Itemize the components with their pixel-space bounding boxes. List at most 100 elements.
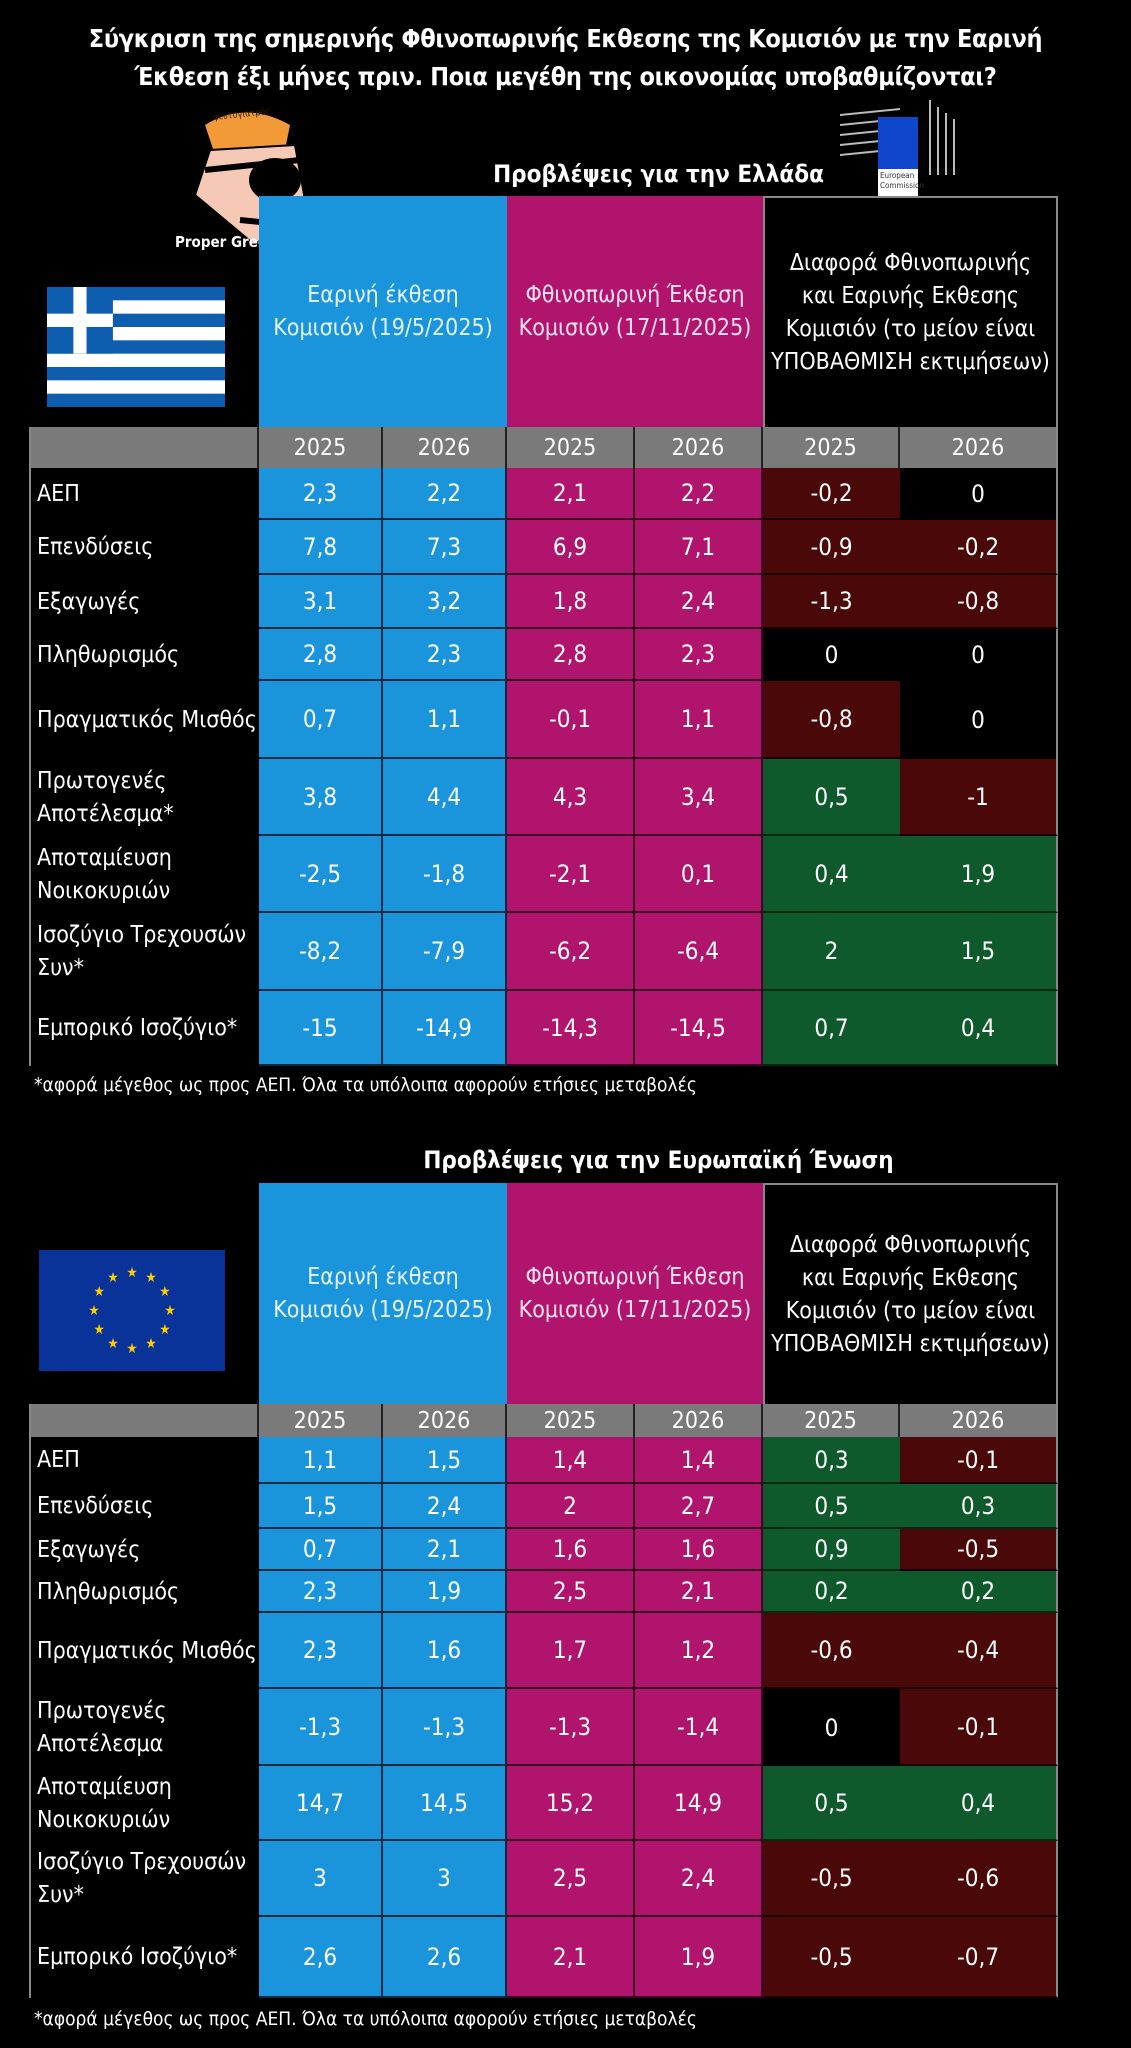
table-cell: 2,3: [259, 468, 383, 520]
row-label: Πραγματικός Μισθός: [29, 681, 259, 759]
table-cell: 1,2: [635, 1613, 763, 1689]
table-cell: -6,4: [635, 913, 763, 991]
title-line-2: Έκθεση έξι μήνες πριν. Ποια μεγέθη της ο…: [134, 62, 997, 91]
table-cell: -0,6: [763, 1613, 900, 1689]
table-cell: 2,7: [635, 1484, 763, 1529]
header-empty: [29, 1183, 259, 1404]
table-cell: -1,3: [259, 1689, 383, 1766]
footnote: *αφορά μέγεθος ως προς ΑΕΠ. Όλα τα υπόλο…: [34, 1074, 697, 1096]
header-autumn-report: Φθινοπωρινή Έκθεση Κομισιόν (17/11/2025): [507, 1183, 763, 1404]
table-cell: 2,4: [383, 1484, 507, 1529]
table-cell: -0,4: [900, 1613, 1058, 1689]
table-cell: -0,5: [900, 1529, 1058, 1571]
year-header: 2026: [635, 427, 763, 468]
row-label: Ισοζύγιο Τρεχουσών Συν*: [29, 913, 259, 991]
forecast-table: Εαρινή έκθεση Κομισιόν (19/5/2025) Φθινοπ…: [29, 1183, 1058, 1998]
table-cell: -1,3: [383, 1689, 507, 1766]
row-label: Πληθωρισμός: [29, 629, 259, 681]
row-label: Επενδύσεις: [29, 1484, 259, 1529]
greece-flag-icon: [47, 287, 225, 407]
table-cell: 2,5: [507, 1571, 635, 1613]
table-cell: 2,3: [259, 1571, 383, 1613]
table-cell: 1,5: [383, 1437, 507, 1484]
table-cell: 6,9: [507, 520, 635, 575]
svg-text:★: ★: [93, 1284, 104, 1300]
svg-text:★: ★: [126, 1265, 137, 1281]
year-header: 2025: [259, 427, 383, 468]
svg-text:★: ★: [164, 1303, 175, 1319]
table-cell: 2,1: [507, 1917, 635, 1998]
row-label: Πρωτογενές Αποτέλεσμα: [29, 1689, 259, 1766]
table-cell: 1,6: [635, 1529, 763, 1571]
table-cell: 0,9: [763, 1529, 900, 1571]
row-label: Πραγματικός Μισθός: [29, 1613, 259, 1689]
table-cell: -15: [259, 991, 383, 1066]
year-header: 2025: [507, 1404, 635, 1437]
table-cell: 3,8: [259, 759, 383, 836]
cartoon-analyst-logo: [193, 112, 307, 247]
table-cell: -2,5: [259, 836, 383, 913]
table-cell: 2: [507, 1484, 635, 1529]
table-cell: 7,3: [383, 520, 507, 575]
header-autumn-report: Φθινοπωρινή Έκθεση Κομισιόν (17/11/2025): [507, 196, 763, 427]
table-cell: 4,4: [383, 759, 507, 836]
table-cell: 2,8: [259, 629, 383, 681]
table-cell: 3,4: [635, 759, 763, 836]
table-cell: 0,4: [900, 991, 1058, 1066]
year-header: 2026: [900, 1404, 1058, 1437]
table-cell: 3: [383, 1841, 507, 1917]
table-cell: 0,5: [763, 759, 900, 836]
forecast-table: Εαρινή έκθεση Κομισιόν (19/5/2025) Φθινοπ…: [29, 196, 1058, 1066]
year-row-label: [29, 427, 259, 468]
table-cell: 0: [900, 629, 1058, 681]
row-label: Εμπορικό Ισοζύγιο*: [29, 1917, 259, 1998]
table-cell: 2,4: [635, 1841, 763, 1917]
table-cell: -0,2: [763, 468, 900, 520]
table-cell: 2,2: [635, 468, 763, 520]
svg-text:★: ★: [145, 1336, 156, 1352]
table-cell: 1,5: [900, 913, 1058, 991]
table-cell: 0,4: [763, 836, 900, 913]
header-empty: [29, 196, 259, 427]
table-cell: 1,9: [635, 1917, 763, 1998]
table-cell: 2,1: [507, 468, 635, 520]
eu-stars-icon: [878, 117, 918, 169]
svg-text:★: ★: [159, 1284, 170, 1300]
table-cell: 0: [900, 468, 1058, 520]
table-cell: -6,2: [507, 913, 635, 991]
row-label: Επενδύσεις: [29, 520, 259, 575]
table-cell: 1,4: [507, 1437, 635, 1484]
table-cell: 2,5: [507, 1841, 635, 1917]
table-cell: 1,1: [259, 1437, 383, 1484]
table-cell: 0,3: [763, 1437, 900, 1484]
table-cell: 0: [763, 1689, 900, 1766]
table-cell: -0,8: [900, 575, 1058, 629]
row-label: Αποταμίευση Νοικοκυριών: [29, 1766, 259, 1841]
table-cell: -1,8: [383, 836, 507, 913]
table-cell: 1,6: [507, 1529, 635, 1571]
table-cell: 2,3: [383, 629, 507, 681]
table-cell: 0: [900, 681, 1058, 759]
table-cell: 1,8: [507, 575, 635, 629]
table-cell: 2,6: [259, 1917, 383, 1998]
table-cell: 4,3: [507, 759, 635, 836]
table-cell: 14,5: [383, 1766, 507, 1841]
table-cell: -1,3: [763, 575, 900, 629]
table-cell: 2,1: [383, 1529, 507, 1571]
european-commission-logo: European Commission: [840, 95, 960, 205]
table-cell: 0,5: [763, 1766, 900, 1841]
row-label: Εξαγωγές: [29, 575, 259, 629]
table-cell: 0,4: [900, 1766, 1058, 1841]
row-label: Αποταμίευση Νοικοκυριών: [29, 836, 259, 913]
table-cell: -0,8: [763, 681, 900, 759]
eu-flag-icon: ★★★★★★★★★ ★ ★★: [39, 1250, 225, 1371]
table-cell: 2,4: [635, 575, 763, 629]
table-cell: -1,4: [635, 1689, 763, 1766]
table-cell: 2,6: [383, 1917, 507, 1998]
table-cell: 0,7: [763, 991, 900, 1066]
svg-text:★: ★: [145, 1270, 156, 1286]
year-header: 2026: [900, 427, 1058, 468]
table-cell: -0,2: [900, 520, 1058, 575]
table-cell: 1,9: [383, 1571, 507, 1613]
table-cell: -14,3: [507, 991, 635, 1066]
